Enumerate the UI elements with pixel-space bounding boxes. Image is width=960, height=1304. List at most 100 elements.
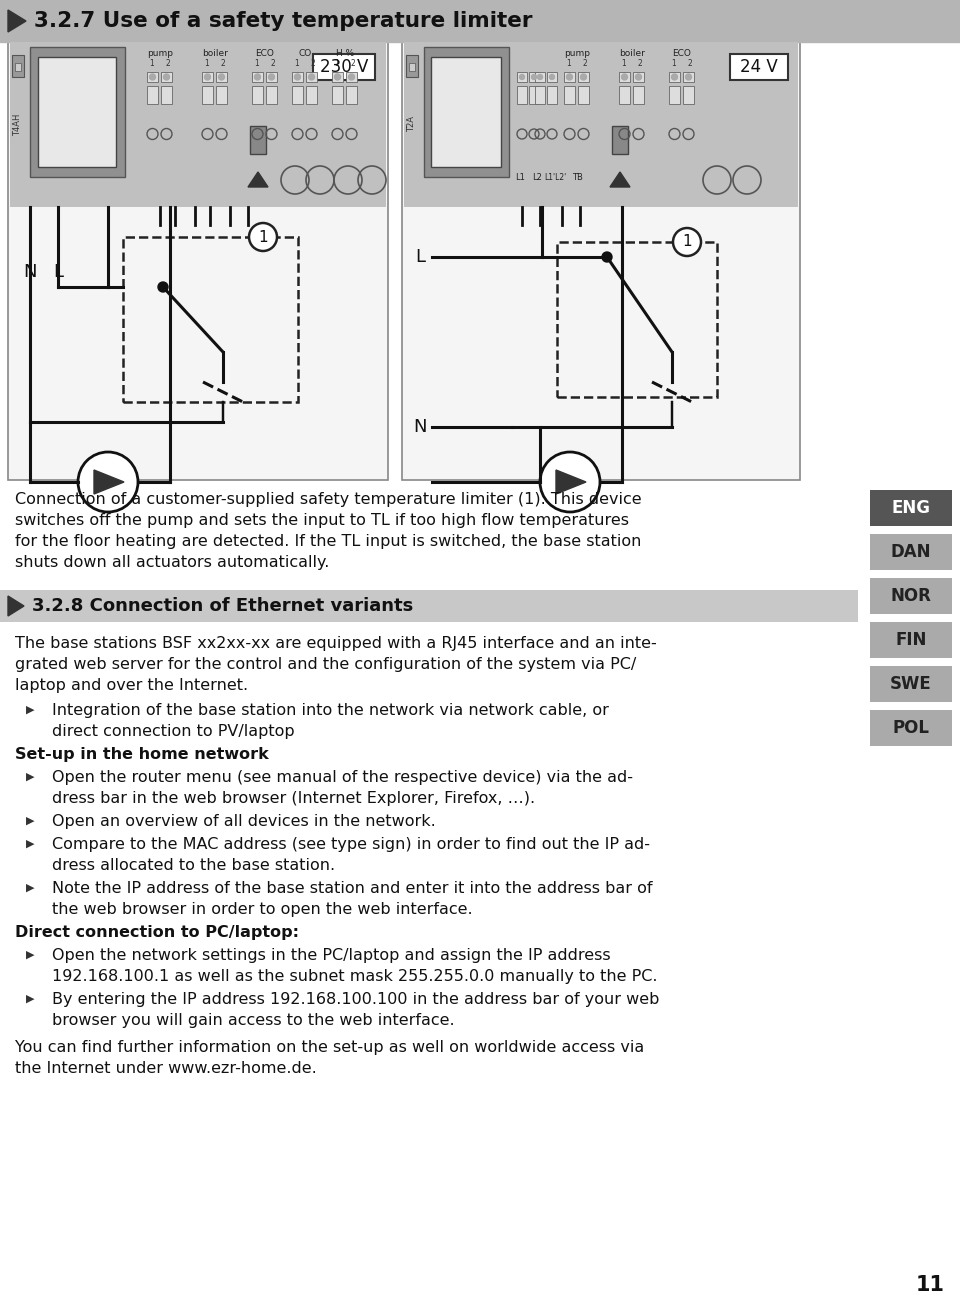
Bar bbox=[564, 72, 575, 82]
Circle shape bbox=[150, 74, 156, 80]
Text: Note the IP address of the base station and enter it into the address bar of: Note the IP address of the base station … bbox=[52, 882, 653, 896]
Text: 1: 1 bbox=[672, 60, 677, 69]
Text: 230 V: 230 V bbox=[320, 57, 369, 76]
Text: Open an overview of all devices in the network.: Open an overview of all devices in the n… bbox=[52, 814, 436, 829]
Bar bbox=[730, 53, 788, 80]
Circle shape bbox=[636, 74, 641, 80]
Bar bbox=[529, 86, 539, 104]
Text: L: L bbox=[53, 263, 63, 280]
Bar bbox=[431, 57, 501, 167]
Text: shuts down all actuators automatically.: shuts down all actuators automatically. bbox=[15, 556, 329, 570]
Bar bbox=[306, 86, 317, 104]
Bar bbox=[535, 86, 545, 104]
Bar bbox=[332, 72, 343, 82]
Bar bbox=[669, 86, 680, 104]
Circle shape bbox=[549, 74, 555, 80]
Bar bbox=[870, 490, 952, 526]
Text: 2: 2 bbox=[350, 60, 355, 69]
Circle shape bbox=[519, 74, 524, 80]
Text: POL: POL bbox=[893, 719, 929, 737]
Text: dress bar in the web browser (Internet Explorer, Firefox, …).: dress bar in the web browser (Internet E… bbox=[52, 792, 535, 806]
Circle shape bbox=[348, 74, 354, 80]
Bar bbox=[870, 535, 952, 570]
Bar bbox=[202, 86, 213, 104]
Bar bbox=[0, 589, 858, 622]
Polygon shape bbox=[248, 172, 268, 186]
Circle shape bbox=[671, 74, 678, 80]
Text: ▶: ▶ bbox=[26, 772, 35, 782]
Text: 1: 1 bbox=[622, 60, 626, 69]
Bar bbox=[161, 86, 172, 104]
Text: By entering the IP address 192.168.100.100 in the address bar of your web: By entering the IP address 192.168.100.1… bbox=[52, 992, 660, 1007]
Text: browser you will gain access to the web interface.: browser you will gain access to the web … bbox=[52, 1013, 455, 1028]
Text: dress allocated to the base station.: dress allocated to the base station. bbox=[52, 858, 335, 872]
Bar bbox=[578, 86, 589, 104]
Text: 2: 2 bbox=[637, 60, 642, 69]
Text: ▶: ▶ bbox=[26, 994, 35, 1004]
Circle shape bbox=[249, 223, 277, 250]
Text: T2A: T2A bbox=[407, 116, 417, 133]
Bar bbox=[216, 72, 227, 82]
Bar bbox=[147, 86, 158, 104]
Circle shape bbox=[673, 228, 701, 256]
Bar bbox=[535, 72, 545, 82]
Bar bbox=[547, 86, 557, 104]
Text: ▶: ▶ bbox=[26, 838, 35, 849]
Text: 2: 2 bbox=[583, 60, 588, 69]
Text: 1: 1 bbox=[683, 235, 692, 249]
Bar bbox=[266, 86, 277, 104]
Text: L1'L2': L1'L2' bbox=[544, 172, 566, 181]
Text: direct connection to PV/laptop: direct connection to PV/laptop bbox=[52, 724, 295, 739]
Polygon shape bbox=[8, 10, 26, 33]
Text: NOR: NOR bbox=[891, 587, 931, 605]
Text: boiler: boiler bbox=[619, 50, 645, 59]
Text: Open the network settings in the PC/laptop and assign the IP address: Open the network settings in the PC/lapt… bbox=[52, 948, 611, 962]
Bar bbox=[870, 666, 952, 702]
Circle shape bbox=[685, 74, 691, 80]
Text: 3.2.7 Use of a safety temperature limiter: 3.2.7 Use of a safety temperature limite… bbox=[34, 10, 533, 31]
Circle shape bbox=[621, 74, 628, 80]
Bar bbox=[252, 86, 263, 104]
Circle shape bbox=[538, 74, 542, 80]
Bar bbox=[619, 86, 630, 104]
Polygon shape bbox=[94, 469, 124, 494]
Bar bbox=[669, 72, 680, 82]
Bar bbox=[619, 72, 630, 82]
Text: boiler: boiler bbox=[202, 50, 228, 59]
Polygon shape bbox=[8, 596, 24, 615]
Text: Open the router menu (see manual of the respective device) via the ad-: Open the router menu (see manual of the … bbox=[52, 769, 633, 785]
Bar bbox=[306, 72, 317, 82]
Bar bbox=[250, 126, 266, 154]
Text: Direct connection to PC/laptop:: Direct connection to PC/laptop: bbox=[15, 925, 299, 940]
Text: 1: 1 bbox=[295, 60, 300, 69]
Circle shape bbox=[308, 74, 315, 80]
Circle shape bbox=[532, 74, 537, 80]
Text: Set-up in the home network: Set-up in the home network bbox=[15, 747, 269, 762]
Text: ▶: ▶ bbox=[26, 816, 35, 825]
Circle shape bbox=[219, 74, 225, 80]
Bar bbox=[402, 42, 800, 480]
Bar bbox=[252, 72, 263, 82]
Circle shape bbox=[269, 74, 275, 80]
Text: switches off the pump and sets the input to TL if too high flow temperatures: switches off the pump and sets the input… bbox=[15, 512, 629, 528]
Circle shape bbox=[163, 74, 170, 80]
Text: Connection of a customer-supplied safety temperature limiter (1). This device: Connection of a customer-supplied safety… bbox=[15, 492, 641, 507]
Bar bbox=[123, 237, 298, 402]
Bar bbox=[216, 86, 227, 104]
Text: Compare to the MAC address (see type sign) in order to find out the IP ad-: Compare to the MAC address (see type sig… bbox=[52, 837, 650, 852]
Text: Integration of the base station into the network via network cable, or: Integration of the base station into the… bbox=[52, 703, 609, 719]
Circle shape bbox=[204, 74, 210, 80]
Bar bbox=[30, 47, 125, 177]
Bar bbox=[38, 57, 116, 167]
Bar bbox=[346, 86, 357, 104]
Circle shape bbox=[334, 74, 341, 80]
Bar bbox=[147, 72, 158, 82]
Text: ▶: ▶ bbox=[26, 705, 35, 715]
Circle shape bbox=[602, 252, 612, 262]
Bar bbox=[683, 86, 694, 104]
Circle shape bbox=[581, 74, 587, 80]
Text: laptop and over the Internet.: laptop and over the Internet. bbox=[15, 678, 248, 692]
Bar bbox=[683, 72, 694, 82]
Text: ECO: ECO bbox=[673, 50, 691, 59]
Circle shape bbox=[540, 452, 600, 512]
